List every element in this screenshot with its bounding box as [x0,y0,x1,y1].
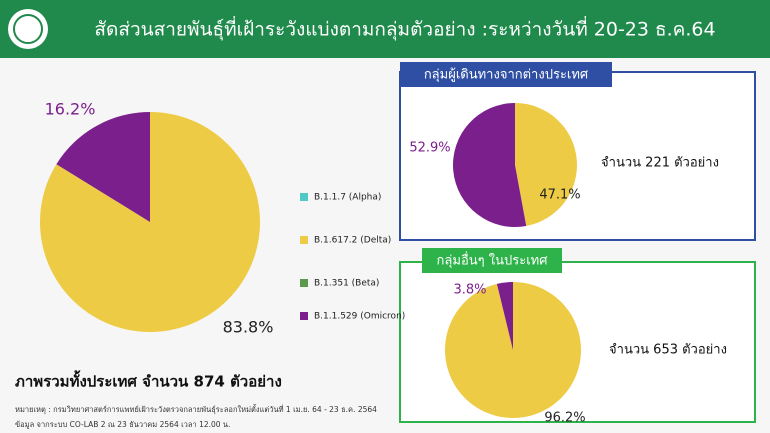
annotation: จำนวน 653 ตัวอย่าง [609,343,727,358]
data-label: 16.2% [45,100,96,119]
data-label: 96.2% [544,411,585,426]
pie-slice [452,103,527,227]
note: หมายเหตุ : กรมวิทยาศาสตร์การแพทย์เฝ้าระว… [15,404,377,414]
legend-label: B.1.617.2 (Delta) [314,236,391,246]
legend-label: B.1.351 (Beta) [314,279,379,289]
data-label: 83.8% [223,318,274,337]
legend-label: B.1.1.7 (Alpha) [314,193,381,203]
chart-title: กลุ่มอื่นๆ ในประเทศ [437,252,549,269]
logo-ring [13,14,43,44]
note: ข้อมูล จากระบบ CO-LAB 2 ณ 23 ธันวาคม 256… [15,420,230,429]
pie-slice [515,103,577,226]
group-tab [400,62,612,87]
legend-swatch [300,193,308,201]
legend-swatch [300,279,308,287]
pie-slice [444,282,581,419]
data-label: 3.8% [453,283,486,298]
legend-swatch [300,312,308,320]
pie-slice [56,112,150,222]
chart-title: ภาพรวมทั้งประเทศ จำนวน 874 ตัวอย่าง [15,370,282,391]
legend-swatch [300,236,308,244]
legend-label: B.1.1.529 (Omicron) [314,312,405,322]
annotation: จำนวน 221 ตัวอย่าง [601,156,719,171]
data-label: 52.9% [409,141,450,156]
data-label: 47.1% [539,188,580,203]
header-band [0,0,770,58]
pie-slice [39,112,260,332]
chart-title: กลุ่มผู้เดินทางจากต่างประเทศ [424,68,589,83]
group-tab [422,248,562,273]
header-title: สัดส่วนสายพันธุ์ที่เฝ้าระวังแบ่งตามกลุ่ม… [94,16,715,42]
pie-slice [496,282,513,350]
